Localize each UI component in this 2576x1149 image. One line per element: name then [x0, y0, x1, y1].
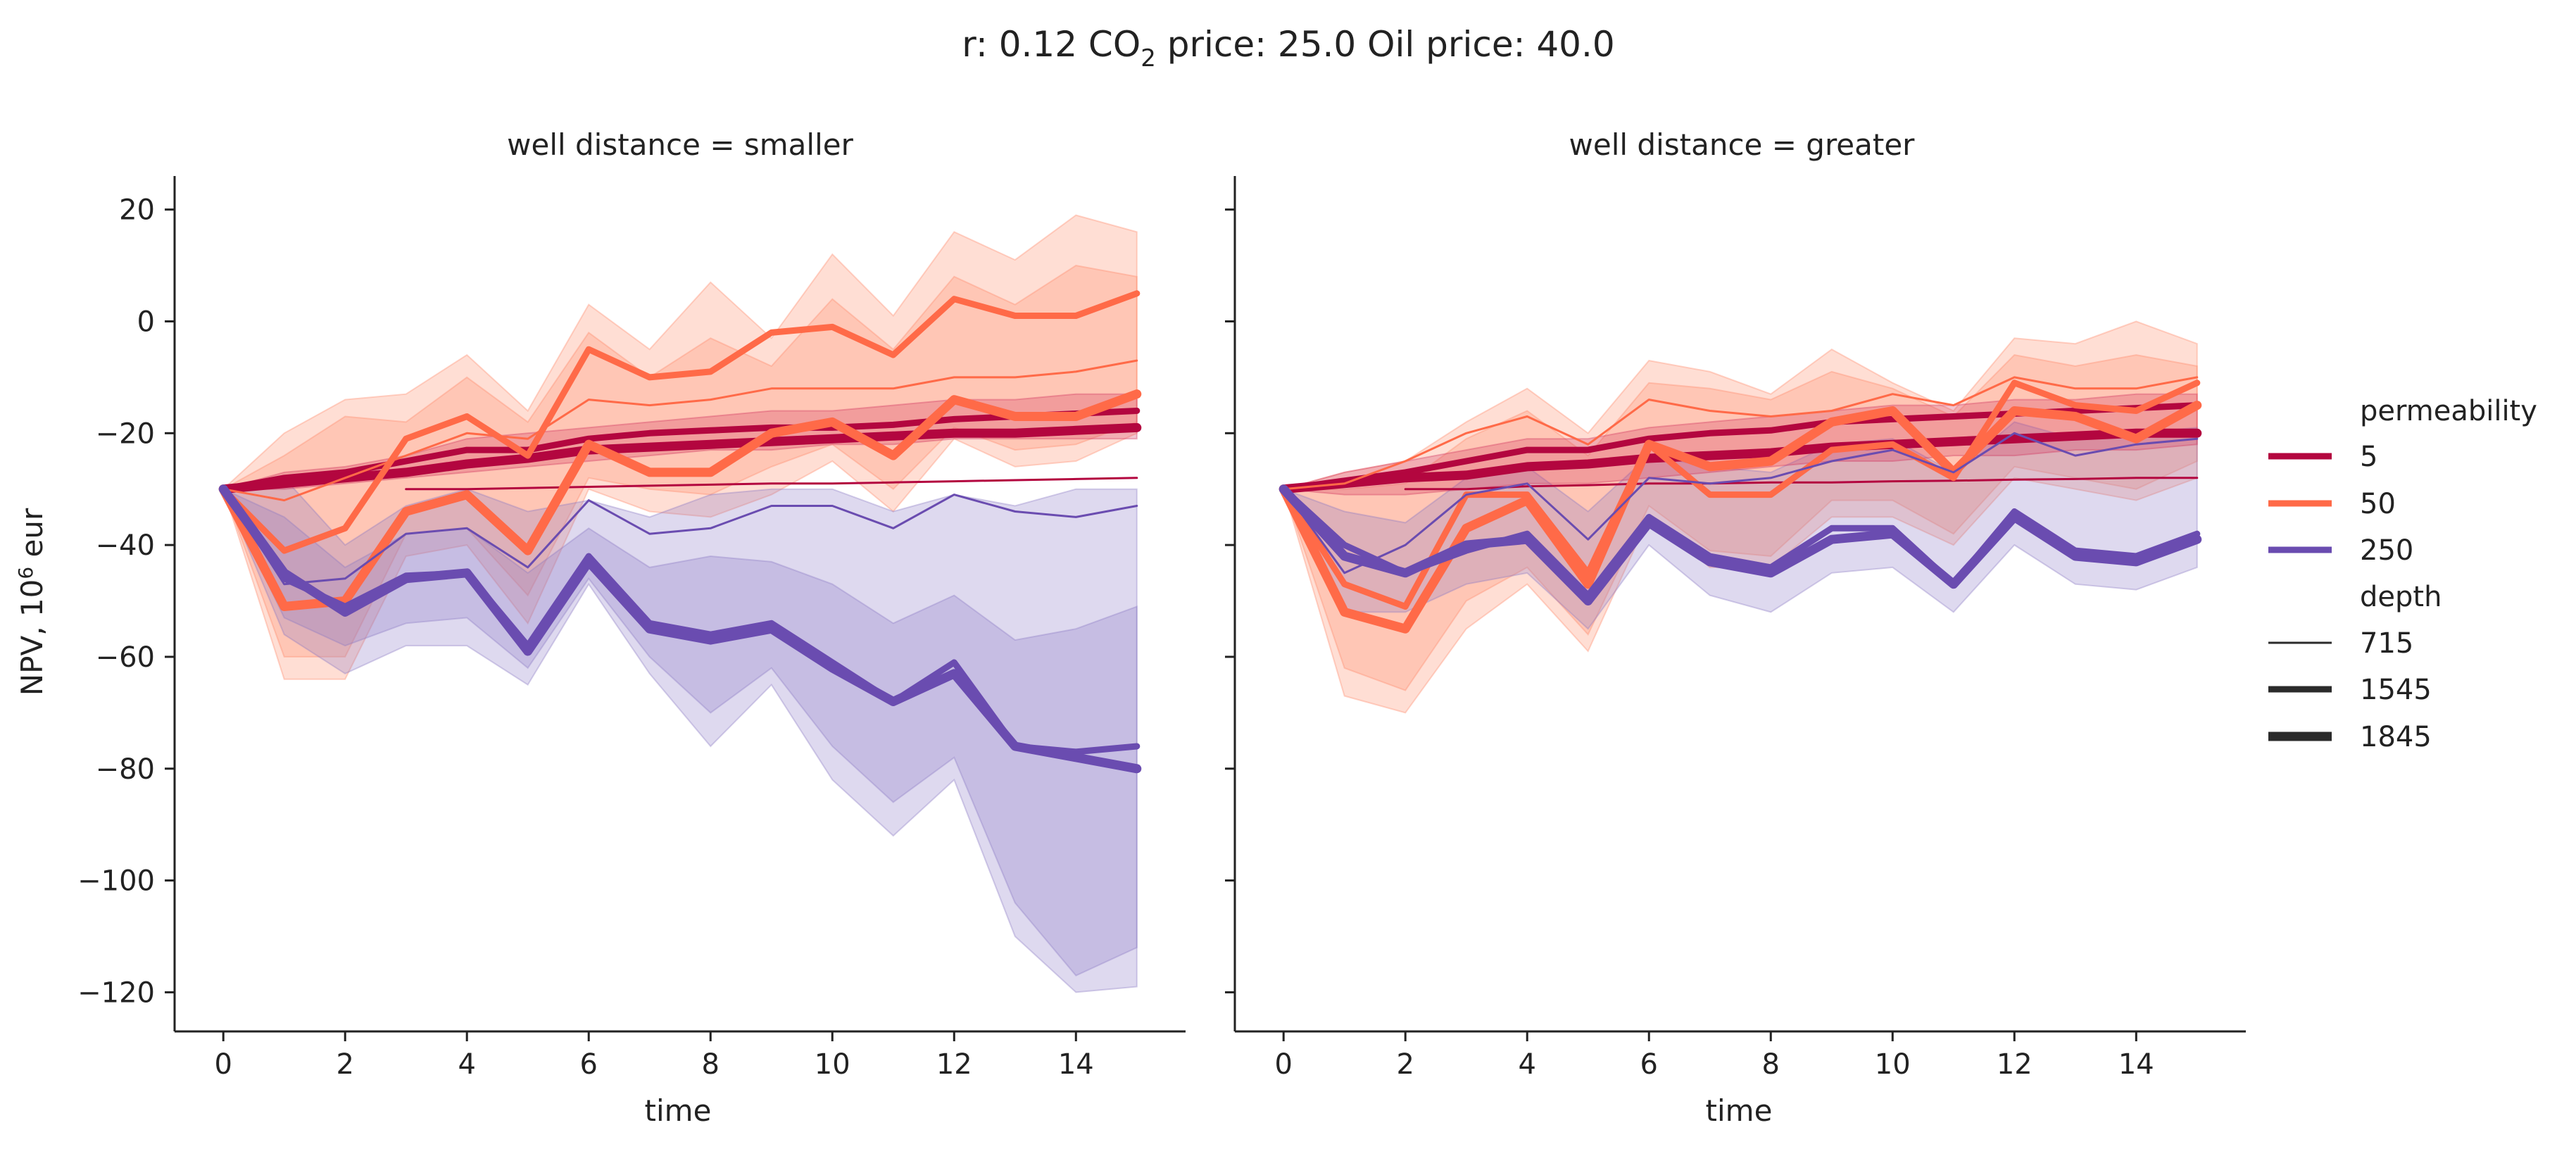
- y-axis-label: NPV, 106 eur: [14, 508, 49, 696]
- series-line-perm-5-depth-1845: [218, 422, 1142, 494]
- series-line-perm-250-depth-1845: [1278, 484, 2202, 605]
- series-line-perm-5-depth-715: [405, 477, 1138, 491]
- y-tick-label: 0: [137, 306, 155, 338]
- y-tick-label: −40: [96, 529, 155, 562]
- series-line-perm-50-depth-1545: [220, 290, 1141, 554]
- legend-label-permeability-250: 250: [2360, 534, 2413, 567]
- y-tick-label: −60: [96, 641, 155, 674]
- y-axis-label-main: NPV, 10: [15, 579, 49, 696]
- legend-label-permeability-50: 50: [2360, 488, 2396, 520]
- figure-title-prefix: r: 0.12 CO: [962, 24, 1141, 65]
- series-line-perm-250-depth-1845: [218, 484, 1142, 774]
- series-line-perm-5-depth-1845: [1278, 428, 2202, 494]
- series-line-perm-250-depth-715: [1282, 432, 2199, 574]
- x-tick-label: 4: [458, 1048, 476, 1081]
- x-tick-label: 12: [936, 1048, 972, 1081]
- figure-title-suffix: price: 25.0 Oil price: 40.0: [1156, 24, 1615, 65]
- confidence-band-50: [1282, 320, 2198, 714]
- series-line-perm-5-depth-715: [1404, 477, 2199, 491]
- x-axis-label-smaller: time: [645, 1093, 712, 1128]
- series-line-perm-50-depth-1845: [1278, 401, 2202, 634]
- series-line-perm-50-depth-715: [222, 359, 1138, 502]
- x-tick-label: 8: [702, 1048, 720, 1081]
- facet-title-smaller: well distance = smaller: [507, 127, 853, 162]
- x-tick-label: 10: [1875, 1048, 1911, 1081]
- legend-label-depth-715: 715: [2360, 627, 2413, 660]
- legend-title-depth: depth: [2360, 581, 2442, 613]
- legend-label-depth-1845: 1845: [2360, 721, 2432, 753]
- x-tick-label: 12: [1997, 1048, 2032, 1081]
- legend-label-permeability-5: 5: [2360, 441, 2377, 473]
- series-line-perm-250-depth-715: [222, 488, 1138, 586]
- x-tick-label: 0: [214, 1048, 232, 1081]
- x-tick-label: 0: [1274, 1048, 1292, 1081]
- series-line-perm-50-depth-1545: [1280, 379, 2201, 610]
- facet-title-greater: well distance = greater: [1569, 127, 1916, 162]
- figure-title: r: 0.12 CO2 price: 25.0 Oil price: 40.0: [962, 24, 1614, 73]
- x-tick-label: 14: [1058, 1048, 1094, 1081]
- legend: permeability 5 50 250 depth 715 1545 184…: [2268, 395, 2537, 753]
- legend-title-permeability: permeability: [2360, 395, 2537, 427]
- x-axis-label-greater: time: [1706, 1093, 1773, 1128]
- confidence-band-50: [222, 265, 1138, 658]
- x-tick-label: 8: [1762, 1048, 1780, 1081]
- panel-greater: well distance = greater 0 2 4 6 8 10 12 14: [1225, 127, 2246, 1081]
- x-tick-label: 6: [580, 1048, 598, 1081]
- confidence-band-250: [222, 477, 1138, 993]
- x-tick-label: 14: [2118, 1048, 2154, 1081]
- y-tick-label: −20: [96, 417, 155, 450]
- figure-title-subscript: 2: [1141, 44, 1156, 73]
- x-tick-label: 2: [336, 1048, 353, 1081]
- series-line-perm-50-depth-715: [1282, 376, 2199, 491]
- y-tick-label: −120: [77, 977, 155, 1009]
- x-tick-label: 2: [1396, 1048, 1414, 1081]
- legend-label-depth-1545: 1545: [2360, 674, 2432, 706]
- y-axis-label-sup: 6: [14, 567, 37, 579]
- x-tick-label: 10: [815, 1048, 850, 1081]
- y-tick-label: 20: [119, 194, 155, 227]
- y-tick-label: −100: [77, 865, 155, 898]
- panel-smaller: well distance = smaller 200−20−40−60−80−…: [77, 127, 1186, 1081]
- y-axis-label-end: eur: [15, 508, 49, 567]
- confidence-band-250: [222, 487, 1138, 977]
- x-tick-label: 4: [1519, 1048, 1536, 1081]
- y-tick-label: −80: [96, 753, 155, 786]
- x-tick-label: 6: [1640, 1048, 1658, 1081]
- confidence-band-250: [1282, 421, 2198, 630]
